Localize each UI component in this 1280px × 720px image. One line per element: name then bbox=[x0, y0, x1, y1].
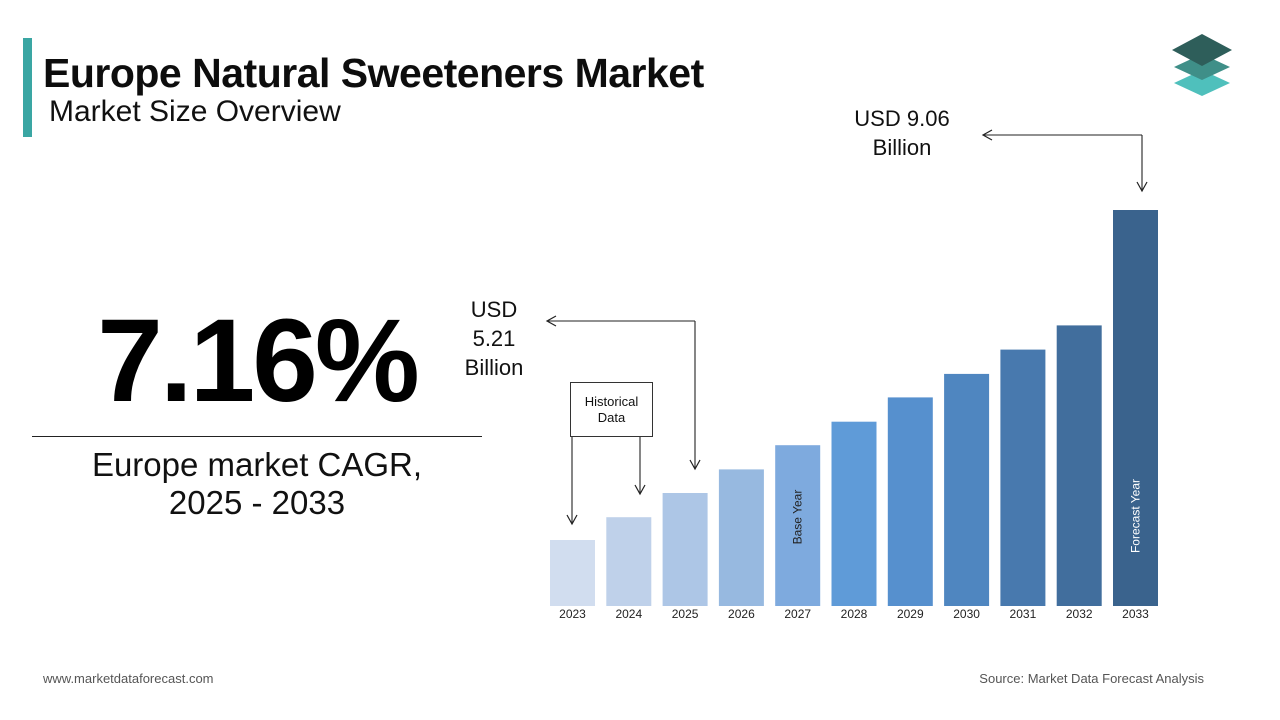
kpi-divider bbox=[32, 436, 482, 437]
start-value-line3: Billion bbox=[464, 355, 524, 380]
x-tick-label: 2026 bbox=[728, 607, 755, 621]
x-tick-label: 2032 bbox=[1066, 607, 1093, 621]
historical-line1: Historical bbox=[584, 393, 639, 409]
historical-data-box: Historical Data bbox=[570, 382, 653, 437]
bar-2026 bbox=[718, 469, 764, 606]
bar-2025 bbox=[662, 493, 708, 606]
x-tick-label: 2031 bbox=[1010, 607, 1037, 621]
bar-2023 bbox=[550, 540, 595, 606]
x-tick-label: 2030 bbox=[953, 607, 980, 621]
bar-2029 bbox=[887, 397, 933, 606]
x-tick-label: 2024 bbox=[615, 607, 642, 621]
page-subtitle: Market Size Overview bbox=[49, 95, 341, 128]
start-value-line1: USD bbox=[470, 297, 518, 322]
stacked-layers-icon bbox=[1172, 34, 1232, 96]
x-tick-label: 2028 bbox=[841, 607, 868, 621]
bar-2030 bbox=[944, 373, 990, 606]
bar-2024 bbox=[606, 517, 652, 606]
start-value-callout: USD 5.21 Billion bbox=[452, 295, 536, 382]
start-value-line2: 5.21 bbox=[472, 326, 516, 351]
cagr-label-line1: Europe market CAGR, bbox=[91, 446, 423, 483]
cagr-label: Europe market CAGR, 2025 - 2033 bbox=[32, 446, 482, 522]
end-value-callout: USD 9.06 Billion bbox=[842, 104, 962, 162]
bar-2031 bbox=[1000, 349, 1046, 606]
x-tick-label: 2027 bbox=[784, 607, 811, 621]
x-tick-label: 2033 bbox=[1122, 607, 1149, 621]
end-value-line1: USD 9.06 bbox=[854, 106, 950, 131]
x-tick-label: 2025 bbox=[672, 607, 699, 621]
title-accent-bar bbox=[23, 38, 32, 137]
bar-2027 bbox=[775, 445, 821, 606]
forecast-year-label: Forecast Year bbox=[1129, 479, 1143, 553]
source-note: Source: Market Data Forecast Analysis bbox=[979, 671, 1204, 686]
base-year-label: Base Year bbox=[791, 490, 805, 545]
historical-line2: Data bbox=[597, 409, 626, 425]
bar-2033 bbox=[1113, 210, 1158, 606]
page-title: Europe Natural Sweeteners Market bbox=[43, 50, 704, 96]
cagr-value: 7.16% bbox=[97, 295, 420, 427]
website-link[interactable]: www.marketdataforecast.com bbox=[43, 671, 214, 686]
bar-2032 bbox=[1056, 325, 1102, 606]
cagr-label-line2: 2025 - 2033 bbox=[168, 484, 346, 521]
bar-2028 bbox=[831, 421, 877, 606]
x-tick-label: 2023 bbox=[559, 607, 586, 621]
x-tick-label: 2029 bbox=[897, 607, 924, 621]
end-value-line2: Billion bbox=[872, 135, 932, 160]
